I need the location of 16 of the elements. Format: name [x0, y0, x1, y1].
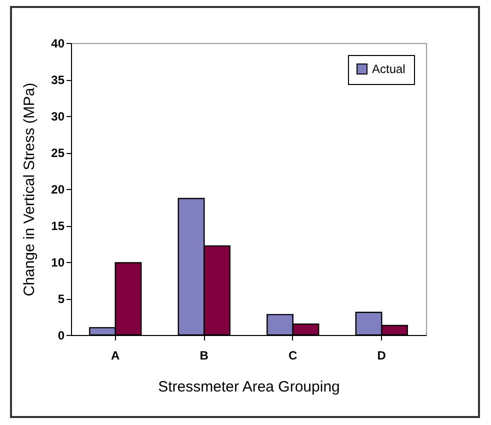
y-tick-label: 25 — [51, 146, 65, 160]
x-axis-title: Stressmeter Area Grouping — [158, 378, 340, 396]
y-tick-label: 30 — [51, 110, 65, 124]
x-tick-label: D — [377, 348, 386, 362]
x-tick-label: A — [111, 348, 120, 362]
y-tick-label: 40 — [51, 36, 65, 50]
y-tick-label: 20 — [51, 182, 65, 196]
y-tick-label: 5 — [58, 292, 65, 306]
y-tick-label: 10 — [51, 256, 65, 270]
y-tick-label: 15 — [51, 219, 65, 233]
x-tick-label: C — [288, 348, 298, 362]
y-tick-label: 35 — [51, 73, 65, 87]
legend-label: Actual — [372, 62, 406, 76]
y-axis-title: Change in Vertical Stress (MPa) — [21, 82, 38, 296]
x-tick-label: B — [200, 348, 209, 362]
y-tick-label: 0 — [58, 328, 65, 342]
